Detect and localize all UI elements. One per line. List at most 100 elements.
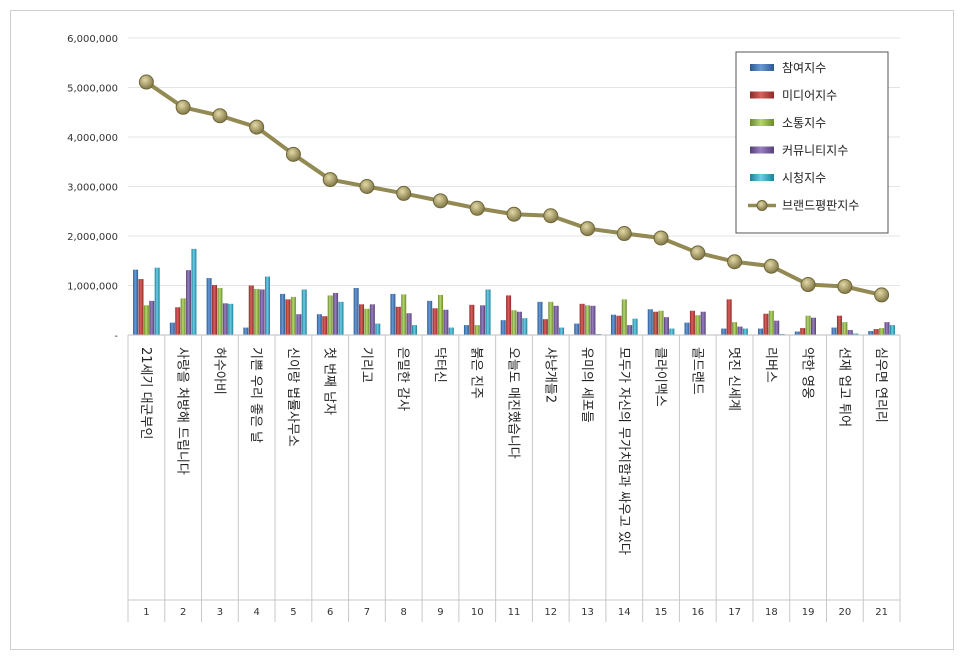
bar-커뮤니티지수-15 [663, 317, 669, 335]
bar-시청지수-21 [889, 325, 895, 335]
bar-시청지수-8 [412, 325, 418, 335]
x-category-name: 기쁜 우리 좋은 날 [248, 347, 263, 443]
bar-미디어지수-14 [616, 315, 622, 335]
legend-label-시청지수: 시청지수 [782, 171, 826, 185]
bar-시청지수-4 [264, 276, 270, 335]
x-category-name: 클라이맥스 [653, 347, 668, 407]
y-tick-label: - [114, 331, 118, 342]
bar-시청지수-12 [559, 327, 565, 335]
bar-커뮤니티지수-14 [627, 325, 633, 335]
line-point-2 [175, 99, 191, 115]
bar-소통지수-18 [768, 310, 774, 335]
bar-참여지수-10 [463, 325, 469, 335]
x-category-number: 12 [544, 607, 557, 618]
x-category-number: 15 [655, 607, 668, 618]
bar-참여지수-9 [427, 300, 433, 335]
bar-참여지수-21 [868, 331, 874, 335]
bar-소통지수-2 [180, 298, 186, 335]
line-point-18 [763, 258, 779, 274]
bar-커뮤니티지수-11 [516, 311, 522, 335]
bar-커뮤니티지수-4 [259, 289, 265, 335]
bar-소통지수-5 [290, 296, 296, 335]
x-category-number: 3 [217, 607, 223, 618]
bar-커뮤니티지수-9 [443, 309, 449, 335]
bar-커뮤니티지수-6 [333, 292, 339, 335]
line-point-8 [396, 185, 412, 201]
bar-소통지수-14 [621, 299, 627, 335]
bar-소통지수-6 [327, 295, 333, 335]
bar-시청지수-5 [301, 289, 307, 335]
bar-미디어지수-15 [653, 311, 659, 335]
line-point-1 [138, 74, 154, 90]
bar-미디어지수-4 [248, 285, 254, 335]
bar-소통지수-4 [254, 288, 260, 335]
line-point-16 [690, 245, 706, 261]
bar-참여지수-1 [133, 269, 139, 335]
legend-swatch-커뮤니티지수 [750, 146, 774, 154]
bar-시청지수-3 [228, 303, 234, 335]
bar-소통지수-21 [879, 328, 885, 335]
bar-미디어지수-13 [579, 303, 585, 335]
bar-참여지수-14 [610, 314, 616, 335]
bar-커뮤니티지수-1 [149, 300, 155, 335]
bar-커뮤니티지수-13 [590, 305, 596, 335]
bar-미디어지수-5 [285, 299, 291, 335]
bar-소통지수-11 [511, 310, 517, 335]
x-category-number: 18 [765, 607, 778, 618]
x-category-name: 오늘도 매진했습니다 [506, 347, 522, 459]
x-category-name: 21세기 대군부인 [138, 347, 153, 439]
bar-커뮤니티지수-19 [810, 317, 816, 335]
x-category-name: 모두가 자신의 무가치함과 싸우고 있다 [616, 347, 631, 555]
bar-시청지수-17 [742, 328, 748, 335]
line-point-10 [469, 200, 485, 216]
bar-미디어지수-3 [212, 285, 218, 335]
line-point-12 [543, 208, 559, 224]
bar-소통지수-15 [658, 310, 664, 335]
line-point-13 [580, 221, 596, 237]
bar-미디어지수-18 [763, 313, 769, 335]
bar-소통지수-16 [695, 315, 701, 335]
bar-미디어지수-8 [395, 306, 401, 335]
x-category-name: 기리고 [358, 347, 373, 383]
line-point-11 [506, 206, 522, 222]
bar-시청지수-10 [485, 289, 491, 335]
bar-참여지수-16 [684, 322, 690, 335]
bar-참여지수-11 [500, 320, 506, 335]
x-category-number: 16 [691, 607, 704, 618]
bar-미디어지수-12 [542, 319, 548, 335]
bar-시청지수-6 [338, 301, 344, 335]
x-category-name: 신이랑 법률사무소 [285, 347, 300, 447]
bar-커뮤니티지수-18 [774, 320, 780, 335]
y-tick-label: 4,000,000 [67, 133, 118, 144]
bar-참여지수-19 [794, 331, 800, 335]
x-category-name: 붉은 진주 [469, 347, 484, 399]
x-category-name: 유미의 세포들 [579, 347, 594, 423]
legend-label-참여지수: 참여지수 [782, 61, 826, 75]
legend-swatch-참여지수 [750, 64, 774, 71]
line-point-21 [874, 287, 890, 303]
line-point-6 [322, 172, 338, 188]
y-tick-label: 6,000,000 [67, 34, 118, 45]
bar-시청지수-1 [154, 267, 160, 335]
bar-미디어지수-7 [359, 304, 365, 335]
bar-커뮤니티지수-3 [222, 303, 228, 335]
bar-참여지수-2 [169, 322, 175, 335]
x-category-name: 첫 번째 남자 [322, 347, 337, 415]
bar-참여지수-3 [206, 278, 212, 335]
bar-참여지수-5 [280, 293, 286, 335]
bar-시청지수-2 [191, 248, 197, 335]
bar-커뮤니티지수-2 [186, 270, 192, 335]
line-point-4 [249, 119, 265, 135]
bar-시청지수-15 [669, 328, 675, 335]
x-category-name: 약한 영웅 [800, 347, 815, 399]
y-tick-label: 5,000,000 [67, 84, 118, 95]
bar-미디어지수-16 [689, 310, 695, 335]
line-point-9 [432, 193, 448, 209]
line-point-17 [727, 254, 743, 270]
bar-참여지수-13 [574, 323, 580, 335]
x-category-number: 6 [327, 607, 333, 618]
x-category-number: 5 [290, 607, 296, 618]
bar-소통지수-7 [364, 308, 370, 335]
bar-커뮤니티지수-12 [553, 305, 559, 335]
